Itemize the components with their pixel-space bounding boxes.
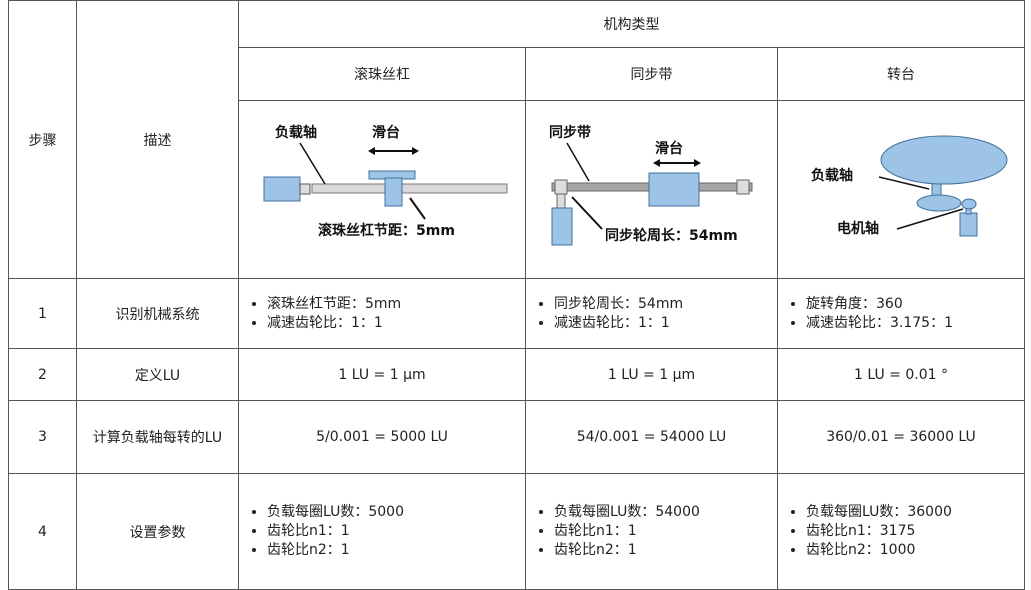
desc-cell: 计算负载轴每转的LU — [76, 400, 239, 474]
diagram-label: 滚珠丝杠节距：5mm — [318, 222, 455, 239]
desc-header: 描述 — [76, 0, 239, 279]
slide-block — [648, 172, 699, 207]
diagram-cell: 负载轴 滑台 滚珠丝杠节距：5mm — [238, 100, 526, 279]
slide-block — [384, 177, 402, 207]
list-cell: 旋转角度：360减速齿轮比：3.175：1 — [777, 278, 1025, 349]
value-cell: 1 LU = 1 μm — [525, 348, 778, 401]
pointer — [298, 142, 326, 185]
step-cell: 1 — [8, 278, 77, 349]
bullet-item: 减速齿轮比：1：1 — [554, 314, 771, 333]
bullet-item: 齿轮比n2：1000 — [806, 541, 1018, 560]
turntable-diagram: 负载轴 电机轴 — [811, 135, 1007, 237]
group-header: 机构类型 — [238, 0, 1025, 48]
pointer — [408, 197, 426, 220]
list-cell: 负载每圈LU数：54000齿轮比n1：1齿轮比n2：1 — [525, 473, 778, 590]
pulley — [554, 179, 567, 195]
shaft — [556, 193, 565, 209]
table: 步骤 描述 机构类型 滚珠丝杠 同步带 转台 负载轴 滑台 滚珠丝杠节距：5mm… — [8, 0, 1025, 590]
bullet-item: 齿轮比n1：3175 — [806, 522, 1018, 541]
bullet-item: 负载每圈LU数：54000 — [554, 503, 771, 522]
bullet-list: 负载每圈LU数：54000齿轮比n1：1齿轮比n2：1 — [532, 503, 771, 560]
bullet-list: 负载每圈LU数：36000齿轮比n1：3175齿轮比n2：1000 — [784, 503, 1018, 560]
desc-cell: 识别机械系统 — [76, 278, 239, 349]
bullet-list: 同步轮周长：54mm减速齿轮比：1：1 — [532, 295, 771, 333]
bullet-item: 齿轮比n1：1 — [267, 522, 519, 541]
ballscrew-diagram: 负载轴 滑台 滚珠丝杠节距：5mm — [263, 124, 507, 239]
body-row: 2 定义LU 1 LU = 1 μm 1 LU = 1 μm 1 LU = 0.01 ° — [8, 348, 1025, 401]
value-cell: 1 LU = 0.01 ° — [777, 348, 1025, 401]
diagram-label: 负载轴 — [811, 167, 853, 184]
bullet-list: 负载每圈LU数：5000齿轮比n1：1齿轮比n2：1 — [245, 503, 519, 560]
pointer — [570, 196, 603, 230]
bullet-list: 滚珠丝杠节距：5mm减速齿轮比：1：1 — [245, 295, 519, 333]
type-row: 滚珠丝杠 同步带 转台 — [9, 47, 1025, 101]
value-cell: 1 LU = 1 μm — [238, 348, 526, 401]
gear — [916, 194, 961, 212]
bullet-item: 齿轮比n2：1 — [554, 541, 771, 560]
type-header: 滚珠丝杠 — [238, 47, 526, 101]
motor — [551, 207, 572, 246]
diagram-label: 滑台 — [372, 124, 400, 141]
diagram-label: 滑台 — [655, 140, 683, 157]
table-disk — [880, 135, 1007, 185]
motor — [263, 176, 300, 202]
list-cell: 滚珠丝杠节距：5mm减速齿轮比：1：1 — [238, 278, 526, 349]
bullet-item: 负载每圈LU数：5000 — [267, 503, 519, 522]
motor — [959, 212, 977, 237]
pulley — [736, 179, 749, 195]
body-row: 4设置参数负载每圈LU数：5000齿轮比n1：1齿轮比n2：1负载每圈LU数：5… — [8, 473, 1025, 590]
pinion — [961, 198, 976, 210]
list-cell: 同步轮周长：54mm减速齿轮比：1：1 — [525, 278, 778, 349]
bullet-item: 齿轮比n1：1 — [554, 522, 771, 541]
diagram-label: 同步轮周长：54mm — [605, 227, 738, 244]
bullet-item: 齿轮比n2：1 — [267, 541, 519, 560]
diagram-label: 负载轴 — [275, 124, 317, 141]
bullet-item: 同步轮周长：54mm — [554, 295, 771, 314]
diagram-cell: 负载轴 电机轴 — [777, 100, 1025, 279]
diagram-label: 电机轴 — [837, 220, 879, 237]
bullet-list: 旋转角度：360减速齿轮比：3.175：1 — [784, 295, 1018, 333]
body-row: 3 计算负载轴每转的LU 5/0.001 = 5000 LU 54/0.001 = 5… — [8, 400, 1025, 474]
pointer — [565, 142, 590, 182]
step-cell: 3 — [8, 400, 77, 474]
step-header: 步骤 — [8, 0, 77, 279]
pointer — [896, 208, 963, 230]
header-row: 步骤 描述 机构类型 — [8, 0, 1025, 279]
bullet-item: 滚珠丝杠节距：5mm — [267, 295, 519, 314]
pointer — [878, 176, 929, 190]
diagram-cell: 同步带 滑台 同步轮周长：54mm — [525, 100, 778, 279]
belt-diagram: 同步带 滑台 同步轮周长：54mm — [549, 124, 752, 246]
coupling — [299, 183, 310, 195]
screw — [311, 183, 507, 194]
desc-cell: 设置参数 — [76, 473, 239, 590]
bullet-item: 减速齿轮比：1：1 — [267, 314, 519, 333]
diagram-label: 同步带 — [549, 124, 591, 141]
desc-cell: 定义LU — [76, 348, 239, 401]
step-cell: 4 — [8, 473, 77, 590]
bullet-item: 减速齿轮比：3.175：1 — [806, 314, 1018, 333]
step-cell: 2 — [8, 348, 77, 401]
type-header: 转台 — [777, 47, 1025, 101]
bullet-item: 旋转角度：360 — [806, 295, 1018, 314]
type-header: 同步带 — [525, 47, 778, 101]
value-cell: 360/0.01 = 36000 LU — [777, 400, 1025, 474]
list-cell: 负载每圈LU数：36000齿轮比n1：3175齿轮比n2：1000 — [777, 473, 1025, 590]
diagram-row: 负载轴 滑台 滚珠丝杠节距：5mm 同步带 滑台 同步轮周长：54mm 负载轴 … — [9, 100, 1025, 279]
value-cell: 5/0.001 = 5000 LU — [238, 400, 526, 474]
list-cell: 负载每圈LU数：5000齿轮比n1：1齿轮比n2：1 — [238, 473, 526, 590]
value-cell: 54/0.001 = 54000 LU — [525, 400, 778, 474]
body-row: 1识别机械系统滚珠丝杠节距：5mm减速齿轮比：1：1同步轮周长：54mm减速齿轮… — [8, 278, 1025, 349]
bullet-item: 负载每圈LU数：36000 — [806, 503, 1018, 522]
